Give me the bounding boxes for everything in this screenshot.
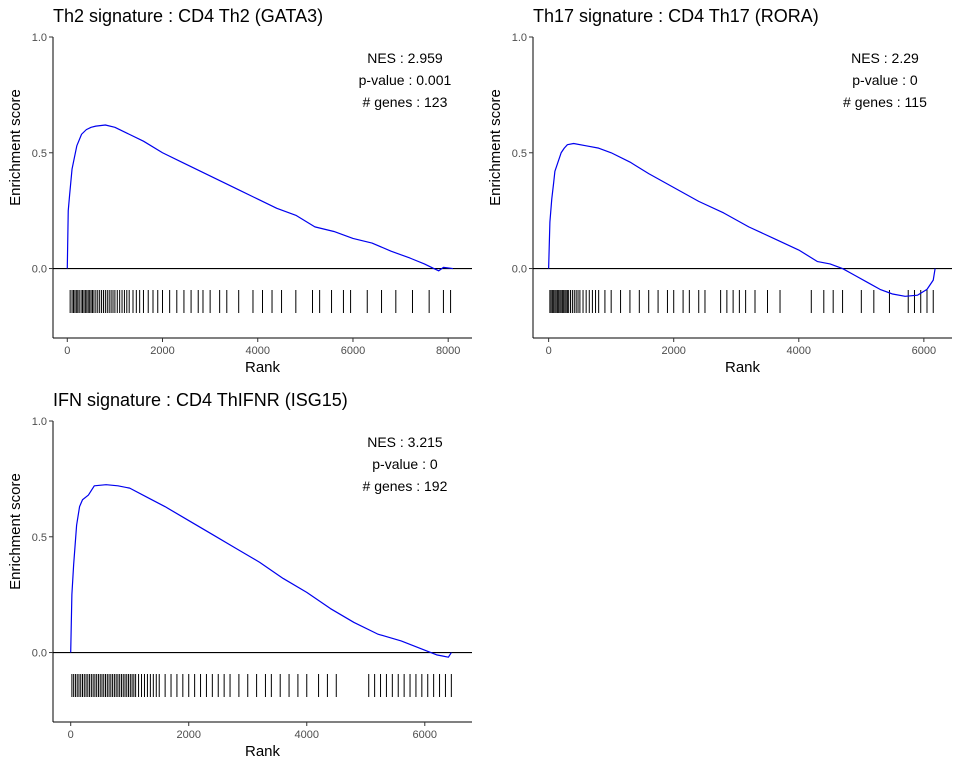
y-axis-label: Enrichment score xyxy=(7,89,24,206)
stat-label-2: p-value : 0 xyxy=(372,456,438,472)
chart-panel-1: Th2 signature : CD4 Th2 (GATA3) 0.0 0.5 1.0… xyxy=(7,6,472,376)
y-axis-label: Enrichment score xyxy=(487,89,504,206)
stat-label-3: # genes : 123 xyxy=(363,94,448,110)
stat-label-3: # genes : 115 xyxy=(843,94,927,110)
chart-title: Th2 signature : CD4 Th2 (GATA3) xyxy=(53,6,323,26)
y-tick-label: 0.0 xyxy=(512,264,527,276)
x-tick-label: 6000 xyxy=(413,729,437,741)
y-tick-label: 0.0 xyxy=(32,648,47,660)
x-tick-label: 0 xyxy=(64,345,70,357)
chart-title: IFN signature : CD4 ThIFNR (ISG15) xyxy=(53,390,348,410)
x-tick-label: 4000 xyxy=(787,345,811,357)
y-tick-label: 0.5 xyxy=(32,532,47,544)
chart-panel-3: IFN signature : CD4 ThIFNR (ISG15) 0.0 0.5… xyxy=(7,390,472,760)
y-axis-label: Enrichment score xyxy=(7,473,24,590)
y-tick-label: 1.0 xyxy=(32,416,47,428)
stat-label-1: NES : 3.215 xyxy=(367,434,443,450)
x-tick-label: 2000 xyxy=(176,729,200,741)
x-axis-label: Rank xyxy=(725,359,761,376)
x-tick-label: 4000 xyxy=(245,345,269,357)
enrichment-line xyxy=(66,124,454,272)
x-axis-label: Rank xyxy=(245,359,281,376)
y-tick-label: 0.5 xyxy=(512,148,527,160)
stat-label-1: NES : 2.29 xyxy=(851,50,919,66)
y-tick-label: 1.0 xyxy=(512,32,527,44)
x-tick-label: 6000 xyxy=(341,345,365,357)
x-axis-label: Rank xyxy=(245,743,281,760)
y-tick-label: 0.0 xyxy=(32,264,47,276)
x-tick-label: 0 xyxy=(546,345,552,357)
chart-title: Th17 signature : CD4 Th17 (RORA) xyxy=(533,6,819,26)
enrichment-line xyxy=(548,142,936,297)
x-tick-label: 8000 xyxy=(436,345,460,357)
chart-panel-2: Th17 signature : CD4 Th17 (RORA) 0.0 0.5 1.… xyxy=(487,6,952,376)
stat-label-2: p-value : 0 xyxy=(852,72,918,88)
stat-label-2: p-value : 0.001 xyxy=(359,72,452,88)
y-tick-label: 1.0 xyxy=(32,32,47,44)
x-tick-label: 2000 xyxy=(661,345,685,357)
x-tick-label: 4000 xyxy=(295,729,319,741)
enrichment-line xyxy=(70,484,452,658)
y-tick-label: 0.5 xyxy=(32,148,47,160)
x-tick-label: 2000 xyxy=(150,345,174,357)
x-tick-label: 6000 xyxy=(912,345,936,357)
stat-label-3: # genes : 192 xyxy=(363,478,448,494)
stat-label-1: NES : 2.959 xyxy=(367,50,443,66)
x-tick-label: 0 xyxy=(68,729,74,741)
